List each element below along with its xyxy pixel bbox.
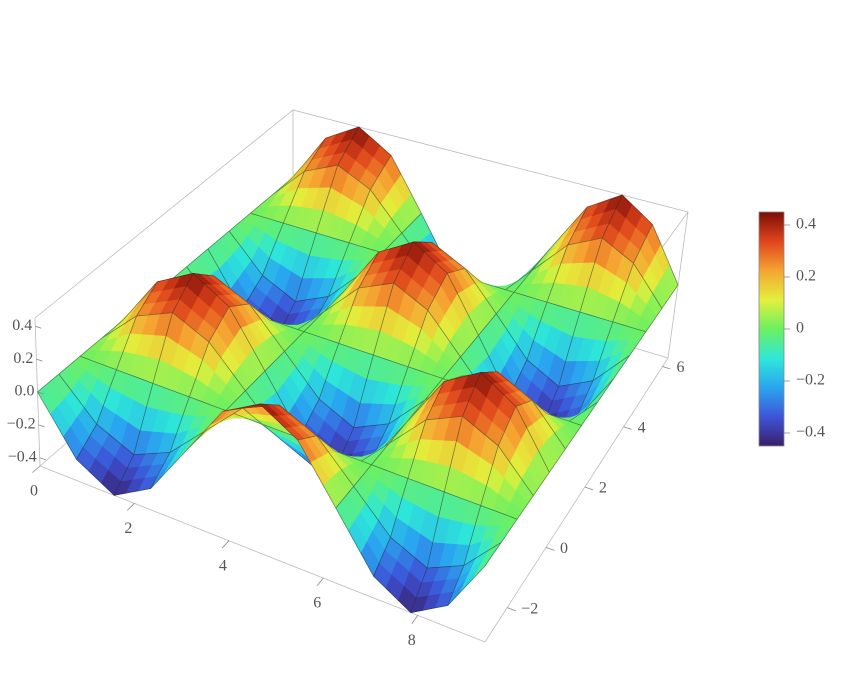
mesh-cell <box>447 542 502 606</box>
z-tick-label: −0.2 <box>7 416 36 433</box>
y-tick-label: 0 <box>560 540 568 557</box>
y-tick <box>584 486 594 491</box>
colorbar-tick-label: −0.4 <box>796 424 825 441</box>
x-tick <box>316 577 324 587</box>
x-tick <box>411 615 419 624</box>
colorbar <box>758 211 785 447</box>
z-tick-label: 0.4 <box>12 317 32 334</box>
y-tick <box>623 426 632 430</box>
surface <box>37 126 679 614</box>
z-tick-label: 0.0 <box>15 383 35 400</box>
z-tick <box>39 457 46 461</box>
box-edge <box>39 357 669 643</box>
z-tick <box>38 424 45 428</box>
y-tick <box>507 607 517 612</box>
z-tick <box>35 325 42 329</box>
y-tick-label: −2 <box>521 600 538 617</box>
x-tick-label: 4 <box>219 557 227 574</box>
y-tick-label: 4 <box>638 419 646 436</box>
y-tick-label: 2 <box>599 480 607 497</box>
colorbar-tick-label: 0 <box>796 320 804 337</box>
z-tick-label: 0.2 <box>13 350 33 367</box>
z-tick-label: −0.4 <box>8 448 37 465</box>
z-tick <box>37 391 44 395</box>
y-tick <box>662 366 671 370</box>
x-tick-label: 0 <box>30 483 38 500</box>
y-tick-label: 6 <box>677 359 685 376</box>
colorbar-tick-label: 0.2 <box>796 268 816 285</box>
x-tick-label: 6 <box>313 595 321 612</box>
x-tick <box>221 540 230 549</box>
colorbar-tick-label: −0.2 <box>796 372 825 389</box>
x-tick <box>127 503 135 511</box>
z-tick <box>36 358 43 362</box>
x-tick <box>32 465 41 473</box>
x-tick-label: 8 <box>408 632 416 649</box>
colorbar-tick-label: 0.4 <box>796 216 816 233</box>
y-tick <box>545 546 555 551</box>
x-tick-label: 2 <box>124 520 132 537</box>
